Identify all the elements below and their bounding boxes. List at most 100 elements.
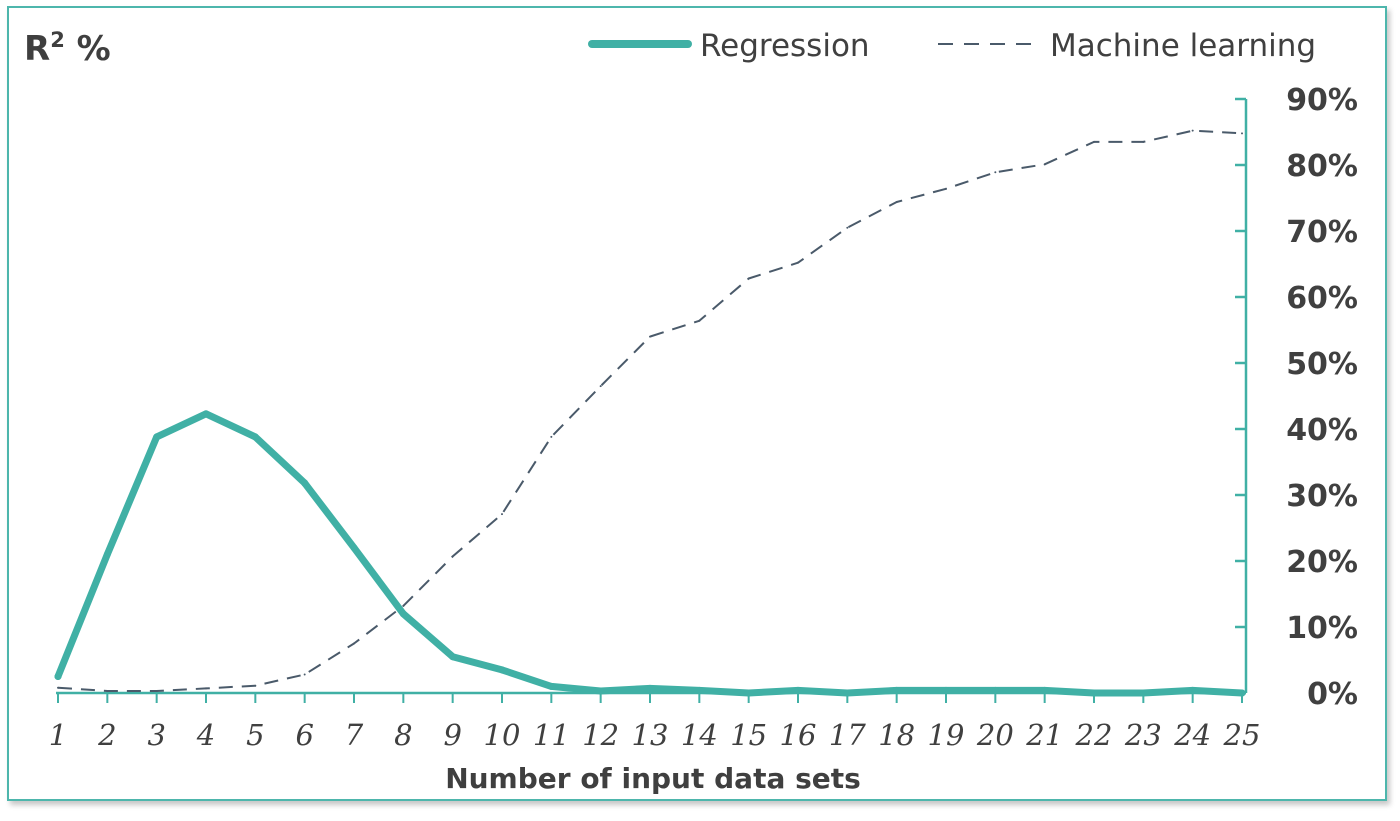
data-point-regression bbox=[202, 410, 210, 418]
data-point-regression bbox=[695, 686, 703, 694]
y-axis-title-main: R bbox=[24, 29, 50, 69]
series-layer bbox=[54, 129, 1246, 697]
y-tick-label: 60% bbox=[1286, 281, 1358, 316]
x-tick-label: 7 bbox=[345, 718, 364, 752]
data-point-regression bbox=[350, 544, 358, 552]
x-tick-label: 13 bbox=[632, 718, 669, 752]
series-line-machine-learning bbox=[57, 129, 1243, 692]
data-point-regression bbox=[103, 550, 111, 558]
data-point-regression bbox=[54, 673, 62, 680]
x-tick-label: 15 bbox=[730, 718, 767, 752]
data-point-machine-learning bbox=[353, 642, 355, 645]
legend: Regression Machine learning bbox=[588, 28, 1316, 64]
data-point-regression bbox=[745, 689, 753, 697]
data-point-machine-learning bbox=[106, 690, 109, 693]
data-point-machine-learning bbox=[501, 513, 503, 516]
data-point-machine-learning bbox=[747, 277, 750, 280]
data-point-machine-learning bbox=[1142, 140, 1145, 143]
data-point-regression bbox=[153, 433, 161, 441]
data-point-regression bbox=[1041, 686, 1049, 694]
axes bbox=[56, 97, 1248, 703]
data-point-regression bbox=[251, 433, 259, 441]
data-point-machine-learning bbox=[994, 171, 997, 174]
y-tick-label: 50% bbox=[1286, 347, 1358, 382]
data-point-regression bbox=[942, 686, 950, 694]
data-point-regression bbox=[991, 686, 999, 694]
x-tick-label: 2 bbox=[97, 718, 116, 752]
x-tick-label: 1 bbox=[49, 718, 67, 752]
x-tick-label: 17 bbox=[829, 718, 866, 752]
data-point-regression bbox=[893, 686, 901, 694]
x-tick-label: 5 bbox=[246, 718, 264, 752]
data-point-machine-learning bbox=[1043, 163, 1046, 166]
y-tick-label: 80% bbox=[1286, 149, 1358, 184]
y-tick-labels: 0% 10% 20% 30% 40% 50% 60% 70% 80% 90% bbox=[1286, 83, 1358, 712]
x-tick-label: 14 bbox=[681, 718, 718, 752]
x-tick-label: 21 bbox=[1025, 718, 1063, 752]
data-point-machine-learning bbox=[1191, 129, 1194, 132]
data-point-regression bbox=[399, 610, 407, 618]
data-point-machine-learning bbox=[1241, 132, 1243, 135]
data-point-machine-learning bbox=[599, 385, 602, 388]
data-point-machine-learning bbox=[303, 673, 306, 676]
data-point-regression bbox=[794, 686, 802, 694]
y-tick-label: 70% bbox=[1286, 215, 1358, 250]
data-point-machine-learning bbox=[254, 684, 257, 687]
y-tick-label: 10% bbox=[1286, 611, 1358, 646]
x-tick-label: 23 bbox=[1124, 718, 1162, 752]
x-tick-label: 20 bbox=[976, 718, 1014, 752]
x-tick-label: 11 bbox=[533, 718, 570, 752]
x-tick-label: 22 bbox=[1075, 718, 1113, 752]
data-point-regression bbox=[1238, 689, 1246, 697]
data-point-machine-learning bbox=[155, 690, 158, 693]
data-point-machine-learning bbox=[945, 187, 947, 190]
y-axis-title-suffix: % bbox=[65, 29, 111, 69]
data-point-machine-learning bbox=[846, 226, 849, 229]
y-tick-label: 20% bbox=[1286, 545, 1358, 580]
legend-label-regression: Regression bbox=[700, 28, 870, 64]
x-tick-label: 6 bbox=[295, 718, 313, 752]
data-point-regression bbox=[547, 682, 555, 690]
x-axis-label: Number of input data sets bbox=[445, 762, 861, 795]
data-point-regression bbox=[843, 689, 851, 697]
y-axis-title: R2 % bbox=[24, 28, 111, 69]
data-point-machine-learning bbox=[451, 555, 454, 558]
y-tick-label: 0% bbox=[1307, 677, 1358, 712]
y-tick-label: 40% bbox=[1286, 413, 1358, 448]
data-point-machine-learning bbox=[895, 200, 898, 203]
data-point-regression bbox=[301, 479, 309, 487]
data-point-machine-learning bbox=[1093, 140, 1095, 143]
y-axis-title-superscript: 2 bbox=[50, 28, 65, 52]
data-point-regression bbox=[597, 687, 605, 695]
data-point-regression bbox=[498, 666, 506, 674]
data-point-machine-learning bbox=[402, 604, 405, 607]
y-tick-label: 90% bbox=[1286, 83, 1358, 118]
data-point-machine-learning bbox=[57, 686, 59, 689]
data-point-machine-learning bbox=[550, 435, 553, 438]
x-tick-label: 3 bbox=[147, 718, 165, 752]
data-point-machine-learning bbox=[698, 319, 701, 322]
x-tick-label: 16 bbox=[780, 718, 817, 752]
data-point-regression bbox=[1139, 689, 1147, 697]
x-tick-label: 4 bbox=[196, 718, 215, 752]
x-tick-label: 12 bbox=[582, 718, 619, 752]
legend-label-machine-learning: Machine learning bbox=[1050, 28, 1316, 64]
x-tick-labels: 1 2 3 4 5 6 7 8 9 10 11 12 13 14 15 16 17 18 19 20 21 22 23 24 2… bbox=[49, 718, 1261, 752]
x-tick-label: 24 bbox=[1173, 718, 1211, 752]
data-point-machine-learning bbox=[649, 335, 651, 338]
x-tick-label: 19 bbox=[928, 718, 965, 752]
x-tick-label: 8 bbox=[394, 718, 412, 752]
data-point-machine-learning bbox=[797, 261, 799, 264]
data-point-regression bbox=[1090, 689, 1098, 697]
x-tick-label: 10 bbox=[484, 718, 521, 752]
data-point-regression bbox=[449, 653, 457, 661]
data-point-regression bbox=[1189, 686, 1197, 694]
x-tick-label: 25 bbox=[1223, 718, 1261, 752]
x-tick-label: 9 bbox=[443, 718, 461, 752]
x-tick-label: 18 bbox=[878, 718, 915, 752]
data-point-regression bbox=[646, 684, 654, 692]
series-line-regression bbox=[54, 410, 1246, 697]
data-point-machine-learning bbox=[205, 687, 207, 690]
y-tick-label: 30% bbox=[1286, 479, 1358, 514]
